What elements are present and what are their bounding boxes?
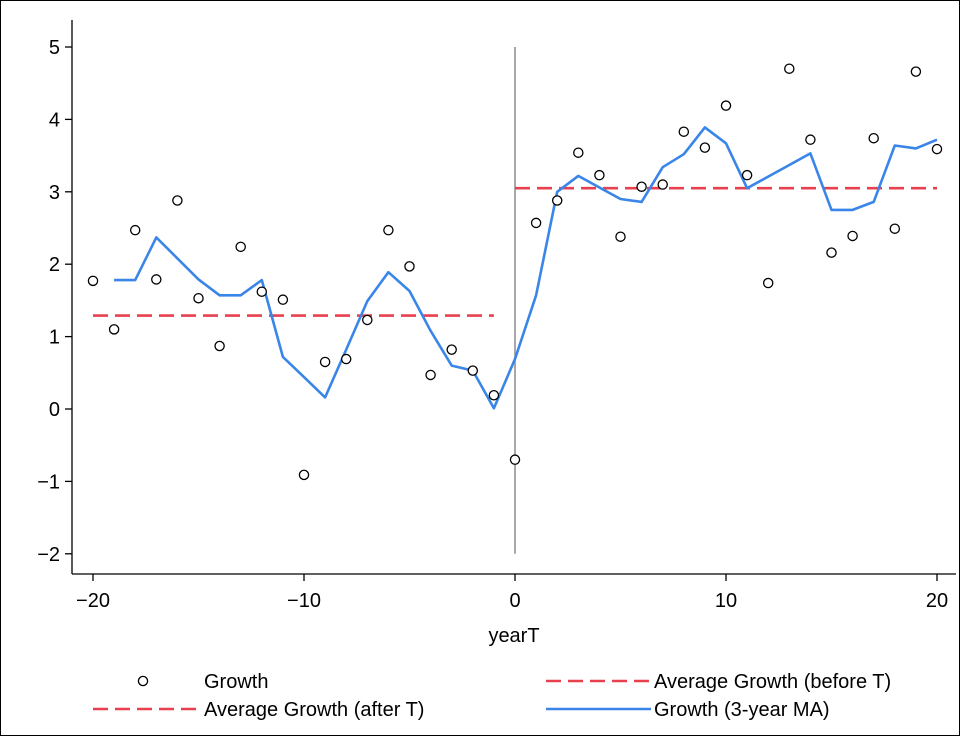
legend: Growth Average Growth (before T) Average G…	[93, 671, 891, 721]
ma-line	[114, 126, 938, 410]
growth-point	[657, 179, 668, 190]
growth-point	[741, 169, 753, 181]
growth-point	[784, 63, 795, 74]
y-tick-label: 5	[49, 37, 60, 59]
growth-point	[488, 389, 500, 401]
growth-point	[847, 230, 858, 242]
growth-point	[425, 369, 436, 381]
growth-point	[868, 132, 879, 144]
y-tick-label: −2	[37, 544, 60, 566]
growth-point	[446, 344, 457, 355]
growth-point	[509, 454, 521, 465]
growth-point	[383, 224, 394, 236]
growth-point	[87, 275, 99, 287]
y-tick-label: 2	[49, 254, 60, 276]
x-axis-title: yearT	[488, 625, 539, 647]
growth-point	[573, 147, 584, 158]
growth-point	[805, 134, 816, 145]
growth-point	[172, 195, 183, 206]
growth-point	[615, 231, 626, 242]
legend-label: Average Growth (after T)	[204, 699, 424, 721]
x-tick-label: 10	[715, 590, 737, 612]
legend-label: Average Growth (before T)	[654, 671, 891, 693]
legend-symbol-circle	[137, 675, 149, 687]
x-tick-label: 0	[509, 590, 520, 612]
plot-area	[87, 47, 943, 554]
growth-point	[720, 100, 732, 111]
y-tick-label: 4	[49, 109, 60, 131]
growth-point	[151, 274, 162, 285]
growth-point	[193, 292, 204, 304]
legend-label: Growth (3-year MA)	[654, 699, 830, 721]
growth-point	[678, 126, 690, 137]
growth-point	[931, 143, 943, 155]
y-tick-label: 3	[49, 182, 60, 204]
growth-point	[551, 195, 563, 206]
y-tick-label: 1	[49, 327, 60, 349]
growth-point	[762, 277, 774, 289]
growth-point	[319, 356, 331, 368]
growth-point	[256, 286, 268, 297]
growth-point	[340, 353, 352, 365]
growth-point	[826, 247, 837, 258]
growth-point	[530, 217, 542, 229]
growth-point	[889, 223, 901, 234]
growth-point	[129, 224, 141, 236]
growth-point	[467, 365, 479, 376]
y-tick-label: 0	[49, 399, 60, 421]
x-tick-label: −10	[287, 590, 321, 612]
growth-point	[404, 261, 415, 272]
x-tick-label: 20	[926, 590, 948, 612]
growth-point	[362, 314, 373, 326]
growth-point	[910, 66, 922, 77]
growth-point	[594, 169, 605, 181]
growth-point	[108, 324, 120, 335]
growth-point	[298, 469, 310, 481]
legend-label: Growth	[204, 671, 268, 693]
growth-point	[636, 181, 647, 192]
x-tick-label: −20	[76, 590, 110, 612]
growth-point	[699, 142, 711, 153]
growth-point	[235, 241, 246, 253]
y-tick-label: −1	[37, 471, 60, 493]
growth-point	[214, 340, 225, 352]
growth-point	[277, 294, 289, 305]
